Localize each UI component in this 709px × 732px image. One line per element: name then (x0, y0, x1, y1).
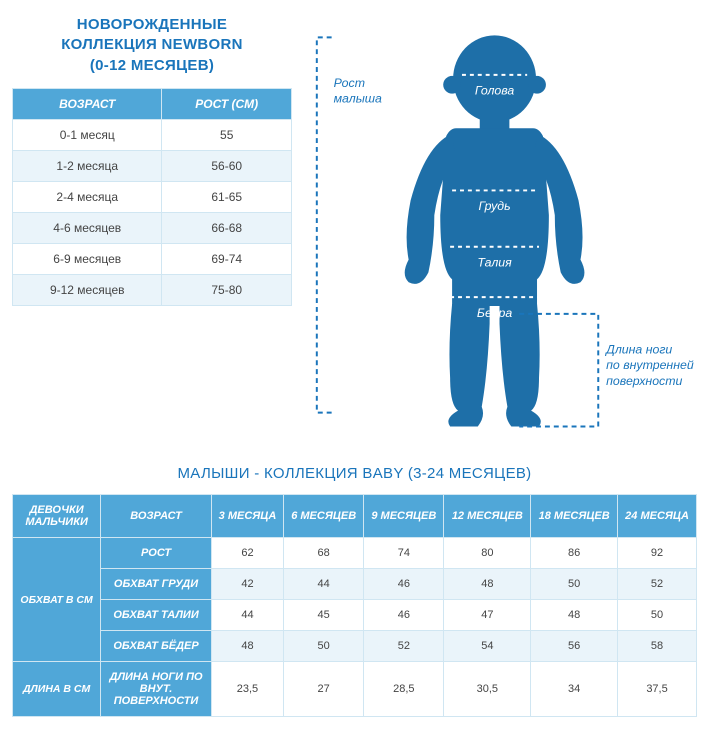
svg-text:поверхности: поверхности (606, 374, 682, 388)
svg-text:малыша: малыша (334, 92, 382, 106)
table-row: 2-4 месяца61-65 (13, 181, 292, 212)
svg-text:по внутренней: по внутренней (606, 358, 694, 372)
table-row: ДЛИНА В СМДЛИНА НОГИ ПОВНУТ.ПОВЕРХНОСТИ2… (13, 662, 697, 717)
table-row: 4-6 месяцев66-68 (13, 212, 292, 243)
svg-text:Грудь: Грудь (479, 199, 511, 213)
baby-age-header: ВОЗРАСТ (101, 495, 212, 538)
newborn-table: ВОЗРАСТ РОСТ (СМ) 0-1 месяц551-2 месяца5… (12, 88, 292, 306)
group-label-girth: ОБХВАТ В СМ (13, 538, 101, 662)
svg-text:Рост: Рост (334, 76, 365, 90)
table-row: 0-1 месяц55 (13, 119, 292, 150)
table-row: ОБХВАТ В СМРОСТ626874808692 (13, 538, 697, 569)
svg-text:Бедра: Бедра (477, 306, 512, 320)
baby-collection-title: МАЛЫШИ - КОЛЛЕКЦИЯ BABY (3-24 МЕСЯЦЕВ) (12, 465, 697, 482)
baby-table: ДЕВОЧКИМАЛЬЧИКИ ВОЗРАСТ 3 МЕСЯЦА 6 МЕСЯЦ… (12, 494, 697, 717)
table-row: 1-2 месяца56-60 (13, 150, 292, 181)
table-row: ОБХВАТ БЁДЕР485052545658 (13, 631, 697, 662)
svg-text:Длина ноги: Длина ноги (604, 342, 672, 356)
group-label-length: ДЛИНА В СМ (13, 662, 101, 717)
table-row: 9-12 месяцев75-80 (13, 274, 292, 305)
newborn-title: НОВОРОЖДЕННЫЕ КОЛЛЕКЦИЯ NEWBORN (0-12 МЕ… (12, 15, 292, 76)
svg-text:Талия: Талия (477, 255, 512, 269)
svg-text:Голова: Голова (475, 84, 515, 98)
table-row: ОБХВАТ ГРУДИ424446485052 (13, 569, 697, 600)
newborn-col-height: РОСТ (СМ) (162, 88, 292, 119)
baby-body-diagram: Рост малыша (302, 15, 697, 440)
table-row: ОБХВАТ ТАЛИИ444546474850 (13, 600, 697, 631)
baby-corner-header: ДЕВОЧКИМАЛЬЧИКИ (13, 495, 101, 538)
table-row: 6-9 месяцев69-74 (13, 243, 292, 274)
newborn-col-age: ВОЗРАСТ (13, 88, 162, 119)
